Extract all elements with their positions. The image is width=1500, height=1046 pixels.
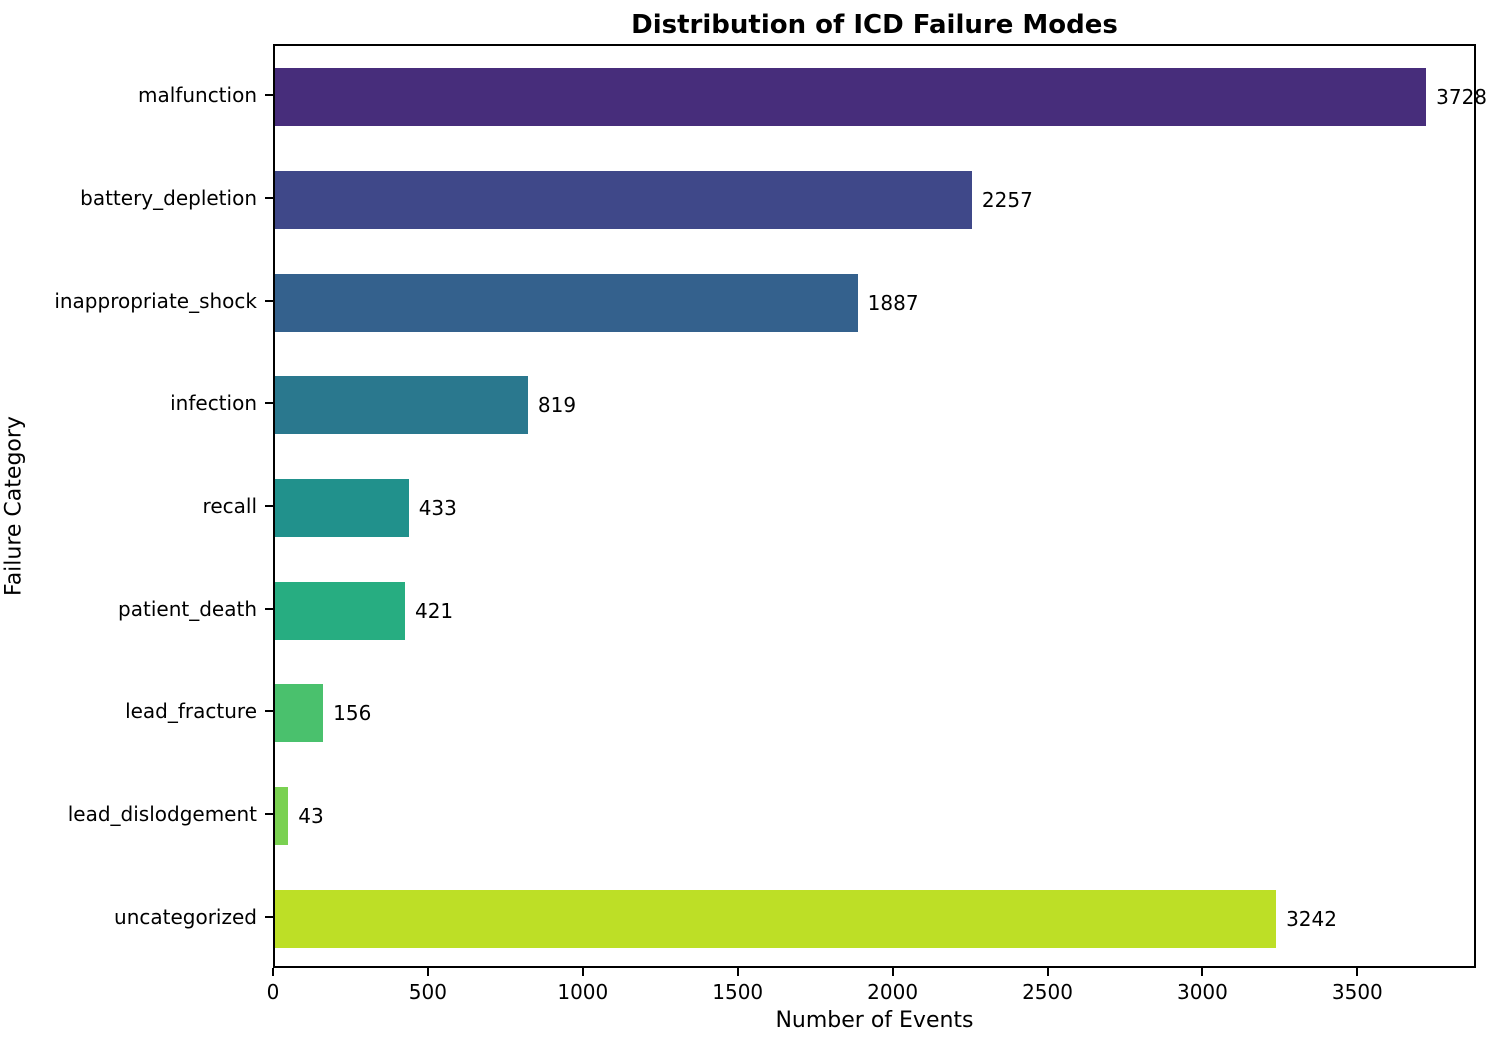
y-tick-label-infection: infection	[170, 391, 257, 416]
x-tick-label-500: 500	[408, 980, 447, 1004]
y-tick-label-patient_death: patient_death	[118, 596, 257, 621]
x-tick-mark	[1201, 968, 1204, 976]
x-tick-label-0: 0	[266, 980, 280, 1004]
bar-value-label-lead_fracture: 156	[333, 701, 372, 726]
bar-malfunction	[275, 68, 1427, 127]
x-tick-label-1000: 1000	[557, 980, 609, 1004]
bar-row-recall: 433	[275, 457, 1474, 560]
x-tick-mark	[272, 968, 274, 976]
x-tick-mark	[891, 968, 894, 976]
bar-row-malfunction: 3728	[275, 46, 1487, 149]
x-tick-label-3500: 3500	[1331, 980, 1383, 1004]
bar-value-label-battery_depletion: 2257	[981, 187, 1033, 212]
y-tick-mark	[265, 299, 273, 302]
y-tick-mark	[265, 915, 273, 918]
bar-value-label-patient_death: 421	[414, 598, 454, 623]
x-tick-label-2500: 2500	[1022, 980, 1073, 1004]
bar-value-label-recall: 433	[418, 495, 457, 520]
y-tick-labels: malfunction battery_depletion inappropriat…	[0, 44, 257, 968]
x-tick-mark	[581, 968, 584, 976]
y-tick-mark	[265, 505, 273, 507]
x-tick-label-1500: 1500	[712, 980, 764, 1004]
y-tick-label-battery_depletion: battery_depletion	[80, 185, 257, 210]
bar-row-infection: 819	[275, 354, 1474, 457]
plot-area: 3728 2257 1887 819 433 421 156 43 3242	[273, 44, 1487, 970]
x-tick-mark	[426, 968, 429, 976]
bar-lead_fracture	[275, 684, 324, 743]
y-tick-mark	[265, 710, 273, 713]
x-tick-mark	[1356, 968, 1359, 976]
x-axis-label: Number of Events	[775, 1008, 974, 1033]
bar-row-inappropriate_shock: 1887	[275, 251, 1474, 354]
y-tick-label-uncategorized: uncategorized	[114, 904, 257, 929]
bar-battery_depletion	[275, 170, 972, 229]
bar-row-battery_depletion: 2257	[275, 149, 1474, 252]
y-tick-mark	[265, 813, 273, 815]
y-tick-label-recall: recall	[202, 493, 257, 518]
bar-uncategorized	[275, 889, 1277, 948]
x-tick-mark	[736, 968, 739, 976]
y-tick-mark	[265, 607, 273, 610]
bar-row-patient_death: 421	[275, 559, 1474, 662]
y-tick-label-inappropriate_shock: inappropriate_shock	[54, 288, 257, 313]
y-tick-label-lead_fracture: lead_fracture	[125, 699, 257, 724]
y-tick-mark	[265, 197, 273, 199]
bar-value-label-inappropriate_shock: 1887	[867, 290, 919, 315]
bar-row-lead_fracture: 156	[275, 662, 1474, 765]
y-tick-mark	[265, 402, 273, 405]
bar-lead_dislodgement	[275, 786, 289, 845]
bar-value-label-uncategorized: 3242	[1286, 906, 1337, 931]
bar-infection	[275, 376, 528, 435]
x-tick-label-2000: 2000	[867, 980, 919, 1004]
chart-title: Distribution of ICD Failure Modes	[631, 10, 1118, 40]
y-tick-label-lead_dislodgement: lead_dislodgement	[67, 801, 257, 826]
bar-row-uncategorized: 3242	[275, 867, 1474, 970]
x-tick-label-3000: 3000	[1176, 980, 1228, 1004]
y-tick-label-malfunction: malfunction	[138, 83, 257, 108]
bar-inappropriate_shock	[275, 273, 858, 332]
bar-value-label-malfunction: 3728	[1436, 85, 1488, 110]
bar-row-lead_dislodgement: 43	[275, 765, 1474, 868]
bar-value-label-infection: 819	[537, 393, 577, 418]
bar-recall	[275, 478, 409, 537]
bar-value-label-lead_dislodgement: 43	[298, 803, 324, 828]
x-tick-mark	[1046, 968, 1049, 976]
bar-patient_death	[275, 581, 405, 640]
y-tick-mark	[265, 94, 273, 97]
